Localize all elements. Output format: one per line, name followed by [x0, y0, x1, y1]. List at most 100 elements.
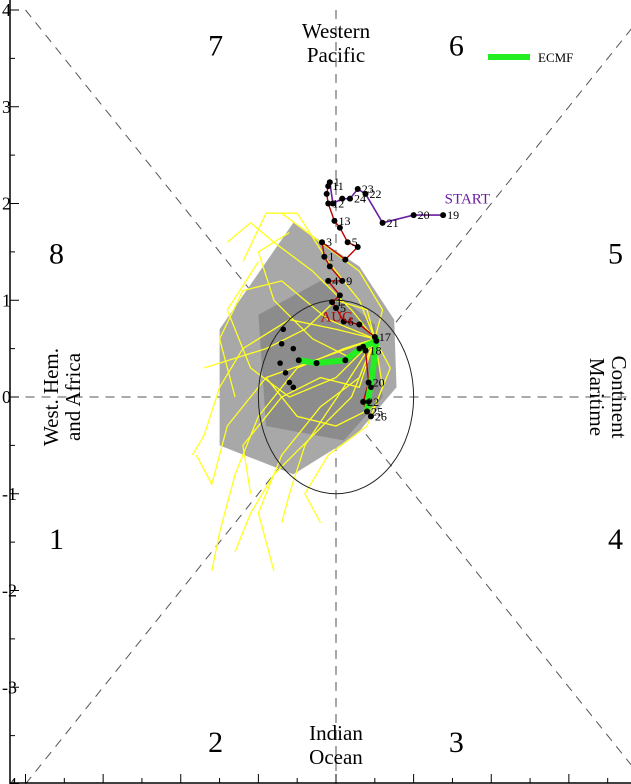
observed-point [329, 200, 336, 207]
observed-point [440, 212, 447, 219]
ensemble-point [278, 340, 285, 347]
day-label: 19 [447, 208, 459, 222]
ensemble-member-line [304, 338, 384, 524]
observed-point [339, 277, 346, 284]
region-left-line2: and Africa [61, 352, 85, 441]
day-label: 13 [338, 214, 350, 228]
y-tick-label: -4 [2, 774, 17, 784]
observed-point [339, 195, 346, 202]
day-label: 25 [371, 405, 383, 419]
observed-point [367, 413, 374, 420]
phase-number: 5 [608, 238, 623, 271]
ensemble-point [280, 326, 287, 333]
legend-label: ECMF [538, 50, 573, 65]
observed-point [362, 190, 369, 197]
annotations: START AUG [320, 192, 490, 326]
observed-point [354, 185, 361, 192]
observed-point [365, 379, 372, 386]
day-label: 22 [369, 187, 381, 201]
ensemble-member-line [203, 299, 376, 369]
observed-point [379, 219, 386, 226]
day-label: 3 [326, 235, 332, 249]
phase-number: 4 [608, 523, 623, 556]
forecast-point [373, 337, 380, 344]
day-label: 9 [346, 274, 352, 288]
observed-point [325, 183, 332, 190]
amplitude-one-circle [257, 299, 415, 495]
ensemble-member-line [281, 212, 384, 340]
y-tick-label: 4 [2, 0, 11, 20]
y-tick-label: -3 [2, 677, 17, 697]
y-tick-label: -1 [2, 484, 17, 504]
day-label: 12 [332, 197, 344, 211]
ensemble-point [282, 370, 289, 376]
observed-point [344, 239, 351, 246]
observed-point [331, 217, 338, 224]
legend: ECMF [488, 50, 573, 65]
observed-point [342, 256, 349, 263]
observed-point [356, 321, 363, 328]
day-label: 20 [373, 375, 385, 389]
observed-point [323, 190, 330, 197]
region-bottom-line1: Indian [309, 721, 363, 745]
region-top-line2: Pacific [307, 43, 365, 67]
phase-number: 2 [208, 726, 223, 759]
observed-point [321, 253, 328, 260]
ensemble-point [365, 399, 372, 405]
ensemble-point [368, 384, 374, 391]
region-top-line1: Western [302, 19, 371, 43]
y-tick-label: 1 [2, 290, 11, 310]
observed-point [319, 239, 326, 246]
day-label: 1 [334, 175, 340, 189]
ensemble-member-line [195, 338, 376, 486]
observed-point [326, 263, 333, 270]
region-right-line2: Continent [607, 356, 631, 439]
unit-circle [257, 299, 415, 495]
phase-number: 3 [449, 726, 464, 759]
phase-number: 1 [49, 523, 64, 556]
ensemble-member-line [234, 338, 376, 553]
forecast-point [342, 357, 349, 364]
day-label: 11 [332, 179, 344, 193]
ensemble-member-line [226, 221, 376, 340]
observed-point [346, 195, 353, 202]
observed-point [354, 244, 361, 251]
region-left-line1: West. Hem. [39, 348, 63, 446]
ensemble-member-line [242, 212, 376, 340]
ensemble-member-line [226, 261, 376, 398]
region-bottom-line2: Ocean [309, 745, 363, 769]
day-label: 1 [336, 295, 342, 309]
y-tick-label: 3 [2, 97, 11, 117]
observed-point [329, 299, 336, 306]
ensemble-member-line [211, 338, 375, 572]
day-label: 22 [367, 395, 379, 409]
observed-point [333, 304, 339, 311]
day-label: 18 [369, 344, 381, 358]
day-label: 23 [362, 182, 374, 196]
phase-number: 7 [208, 30, 223, 63]
trajectory-markers [277, 179, 447, 420]
ensemble-member-trajectories [191, 212, 392, 572]
day-label: 5 [340, 301, 346, 315]
y-tick-label: 2 [2, 194, 11, 214]
phase-number: 6 [449, 30, 464, 63]
day-label: 1 [328, 250, 334, 264]
ensemble-point [277, 360, 283, 366]
ensemble-point [356, 345, 363, 352]
region-right-line1: Maritime [585, 358, 609, 436]
observed-point [360, 398, 367, 405]
y-tick-label: 0 [2, 387, 11, 407]
phase-numbers: 7 68 51 42 3 [49, 30, 623, 760]
ensemble-member-line [281, 338, 376, 523]
phase-number: 8 [49, 238, 64, 271]
ensemble-member-line [218, 280, 376, 398]
y-tick-label: -2 [2, 581, 17, 601]
day-label: 4 [332, 274, 338, 288]
day-label: 5 [352, 235, 358, 249]
forecast-point [313, 360, 320, 367]
annotation-label: START [445, 192, 490, 208]
ensemble-point [290, 384, 297, 391]
